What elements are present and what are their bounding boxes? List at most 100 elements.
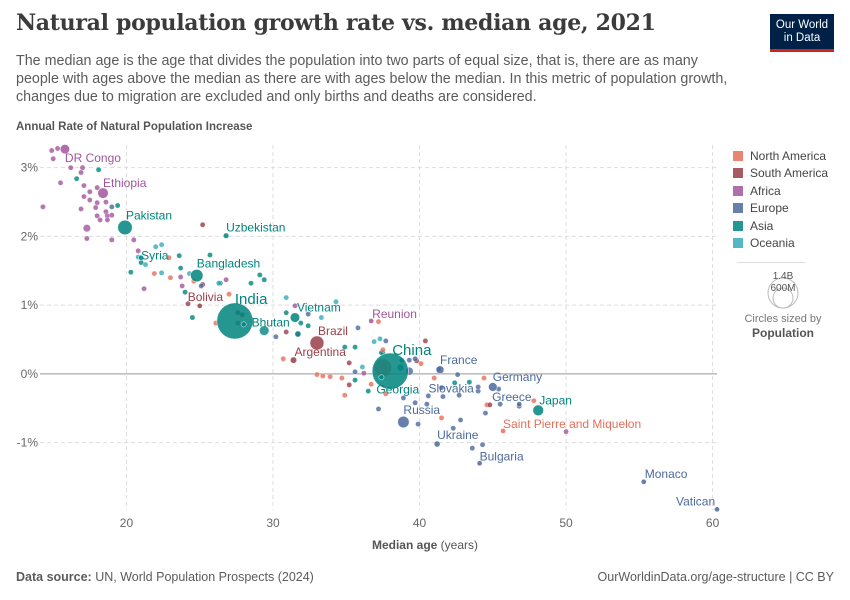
data-point	[346, 382, 352, 388]
data-point	[92, 204, 99, 211]
data-point	[333, 298, 339, 305]
data-point	[371, 338, 377, 345]
data-point	[352, 369, 358, 375]
y-axis-label: Annual Rate of Natural Population Increa…	[16, 121, 253, 133]
data-point	[412, 400, 418, 406]
country-label: Saint Pierre and Miquelon	[503, 417, 641, 431]
data-point	[466, 379, 473, 385]
data-point-greece	[516, 401, 523, 407]
source-link[interactable]: OurWorldinData.org/age-structure | CC BY	[597, 570, 834, 584]
legend-item-africa[interactable]: Africa	[733, 182, 828, 200]
chart-title: Natural population growth rate vs. media…	[16, 10, 656, 36]
source-text: UN, World Population Prospects (2024)	[95, 570, 314, 584]
data-point	[283, 294, 289, 301]
data-point	[327, 373, 333, 380]
data-point	[383, 338, 389, 344]
legend-item-oceania[interactable]: Oceania	[733, 235, 828, 253]
data-point	[81, 182, 87, 189]
x-axis-label-unit: (years)	[440, 538, 479, 552]
country-label: Monaco	[645, 467, 688, 481]
data-point	[151, 270, 158, 277]
data-point	[261, 276, 267, 283]
data-point	[273, 334, 279, 340]
data-point	[248, 280, 254, 286]
legend-label: Europe	[750, 201, 789, 216]
country-label: Ukraine	[437, 428, 479, 442]
legend-swatch	[733, 185, 743, 196]
data-point	[339, 375, 345, 381]
data-point	[50, 155, 56, 162]
legend-item-south-america[interactable]: South America	[733, 165, 828, 183]
data-point	[128, 269, 134, 275]
country-label: Reunion	[372, 307, 417, 321]
country-label: Bulgaria	[480, 449, 524, 463]
logo-text-2: in Data	[783, 32, 821, 44]
data-point	[431, 375, 437, 381]
data-point	[83, 224, 91, 233]
data-point	[450, 425, 456, 431]
country-label: Vietnam	[297, 301, 341, 315]
country-label: Russia	[403, 403, 440, 417]
data-point	[135, 248, 141, 254]
country-label: Slovakia	[429, 382, 475, 396]
data-point	[167, 274, 174, 281]
data-point	[298, 320, 304, 326]
legend-item-asia[interactable]: Asia	[733, 217, 828, 235]
data-point-japan	[532, 404, 544, 416]
data-point	[189, 314, 196, 321]
data-point	[475, 384, 481, 390]
data-point-bulgaria	[476, 460, 483, 467]
data-point	[223, 276, 229, 283]
data-point	[440, 393, 446, 400]
country-label: Uzbekistan	[226, 221, 285, 235]
data-point	[359, 364, 366, 370]
data-point	[320, 373, 326, 379]
data-point-bangladesh	[190, 269, 204, 283]
data-point	[375, 318, 382, 325]
legend-swatch	[733, 203, 743, 214]
data-point	[54, 145, 61, 152]
data-point	[352, 344, 358, 350]
legend-swatch	[733, 238, 743, 249]
data-point	[177, 265, 184, 271]
data-point	[377, 336, 383, 342]
country-label: Greece	[492, 390, 532, 404]
data-point	[78, 169, 84, 176]
data-point	[418, 360, 424, 367]
data-point	[109, 204, 115, 210]
data-point	[141, 285, 147, 292]
data-point	[352, 377, 358, 383]
legend-item-europe[interactable]: Europe	[733, 200, 828, 218]
data-point	[292, 303, 298, 309]
data-point	[456, 392, 462, 398]
data-point	[48, 147, 55, 154]
data-point	[425, 393, 432, 399]
legend-label: North America	[750, 148, 827, 163]
data-point-bhutan	[240, 321, 247, 328]
legend-item-north-america[interactable]: North America	[733, 147, 828, 165]
data-point	[383, 391, 389, 397]
data-point	[177, 274, 184, 280]
data-point	[365, 388, 371, 394]
data-point	[415, 421, 421, 427]
data-point	[497, 401, 503, 407]
country-label: Vatican	[676, 494, 715, 508]
data-point	[94, 213, 100, 219]
logo-text-1: Our World	[775, 19, 829, 31]
x-tick-label: 60	[706, 516, 720, 530]
data-point-pakistan	[117, 219, 133, 236]
data-point	[422, 338, 429, 344]
source-label: Data source:	[16, 570, 92, 584]
data-point-georgia	[378, 374, 385, 381]
data-point	[531, 397, 537, 404]
data-point	[355, 325, 361, 331]
data-point-saint-pierre-and-miquelon	[500, 428, 506, 434]
data-point	[94, 199, 100, 206]
data-point	[109, 237, 115, 243]
owid-logo[interactable]: Our World in Data	[770, 14, 834, 52]
data-point-vietnam	[289, 312, 300, 323]
data-point	[103, 199, 109, 205]
x-tick-label: 20	[120, 516, 134, 530]
